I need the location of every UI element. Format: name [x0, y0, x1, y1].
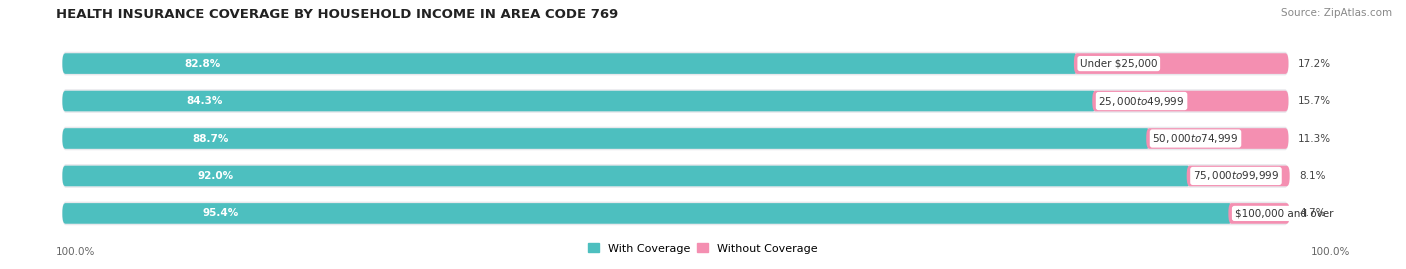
FancyBboxPatch shape [62, 202, 1288, 225]
Text: 100.0%: 100.0% [1310, 247, 1350, 257]
Text: 95.4%: 95.4% [202, 208, 239, 218]
FancyBboxPatch shape [62, 166, 1191, 186]
Text: 88.7%: 88.7% [193, 133, 229, 143]
FancyBboxPatch shape [62, 164, 1288, 188]
FancyBboxPatch shape [1074, 53, 1288, 74]
Text: 92.0%: 92.0% [198, 171, 233, 181]
Text: 15.7%: 15.7% [1298, 96, 1331, 106]
FancyBboxPatch shape [1146, 128, 1288, 149]
FancyBboxPatch shape [62, 128, 1150, 149]
FancyBboxPatch shape [62, 53, 1077, 74]
Text: 4.7%: 4.7% [1299, 208, 1326, 218]
Text: 8.1%: 8.1% [1299, 171, 1326, 181]
FancyBboxPatch shape [62, 91, 1095, 111]
Text: $75,000 to $99,999: $75,000 to $99,999 [1192, 169, 1279, 182]
Text: 100.0%: 100.0% [56, 247, 96, 257]
Text: HEALTH INSURANCE COVERAGE BY HOUSEHOLD INCOME IN AREA CODE 769: HEALTH INSURANCE COVERAGE BY HOUSEHOLD I… [56, 8, 619, 21]
Text: 84.3%: 84.3% [187, 96, 222, 106]
FancyBboxPatch shape [62, 89, 1288, 113]
FancyBboxPatch shape [1187, 166, 1289, 186]
Text: 11.3%: 11.3% [1298, 133, 1331, 143]
Text: $25,000 to $49,999: $25,000 to $49,999 [1098, 94, 1185, 108]
Text: 82.8%: 82.8% [184, 59, 221, 69]
Text: Under $25,000: Under $25,000 [1080, 59, 1157, 69]
FancyBboxPatch shape [1229, 203, 1289, 224]
Text: $50,000 to $74,999: $50,000 to $74,999 [1153, 132, 1239, 145]
Legend: With Coverage, Without Coverage: With Coverage, Without Coverage [583, 239, 823, 258]
Text: 17.2%: 17.2% [1298, 59, 1331, 69]
FancyBboxPatch shape [62, 52, 1288, 75]
Text: Source: ZipAtlas.com: Source: ZipAtlas.com [1281, 8, 1392, 18]
Text: $100,000 and over: $100,000 and over [1234, 208, 1333, 218]
FancyBboxPatch shape [1092, 91, 1288, 111]
FancyBboxPatch shape [62, 203, 1232, 224]
FancyBboxPatch shape [62, 127, 1288, 150]
